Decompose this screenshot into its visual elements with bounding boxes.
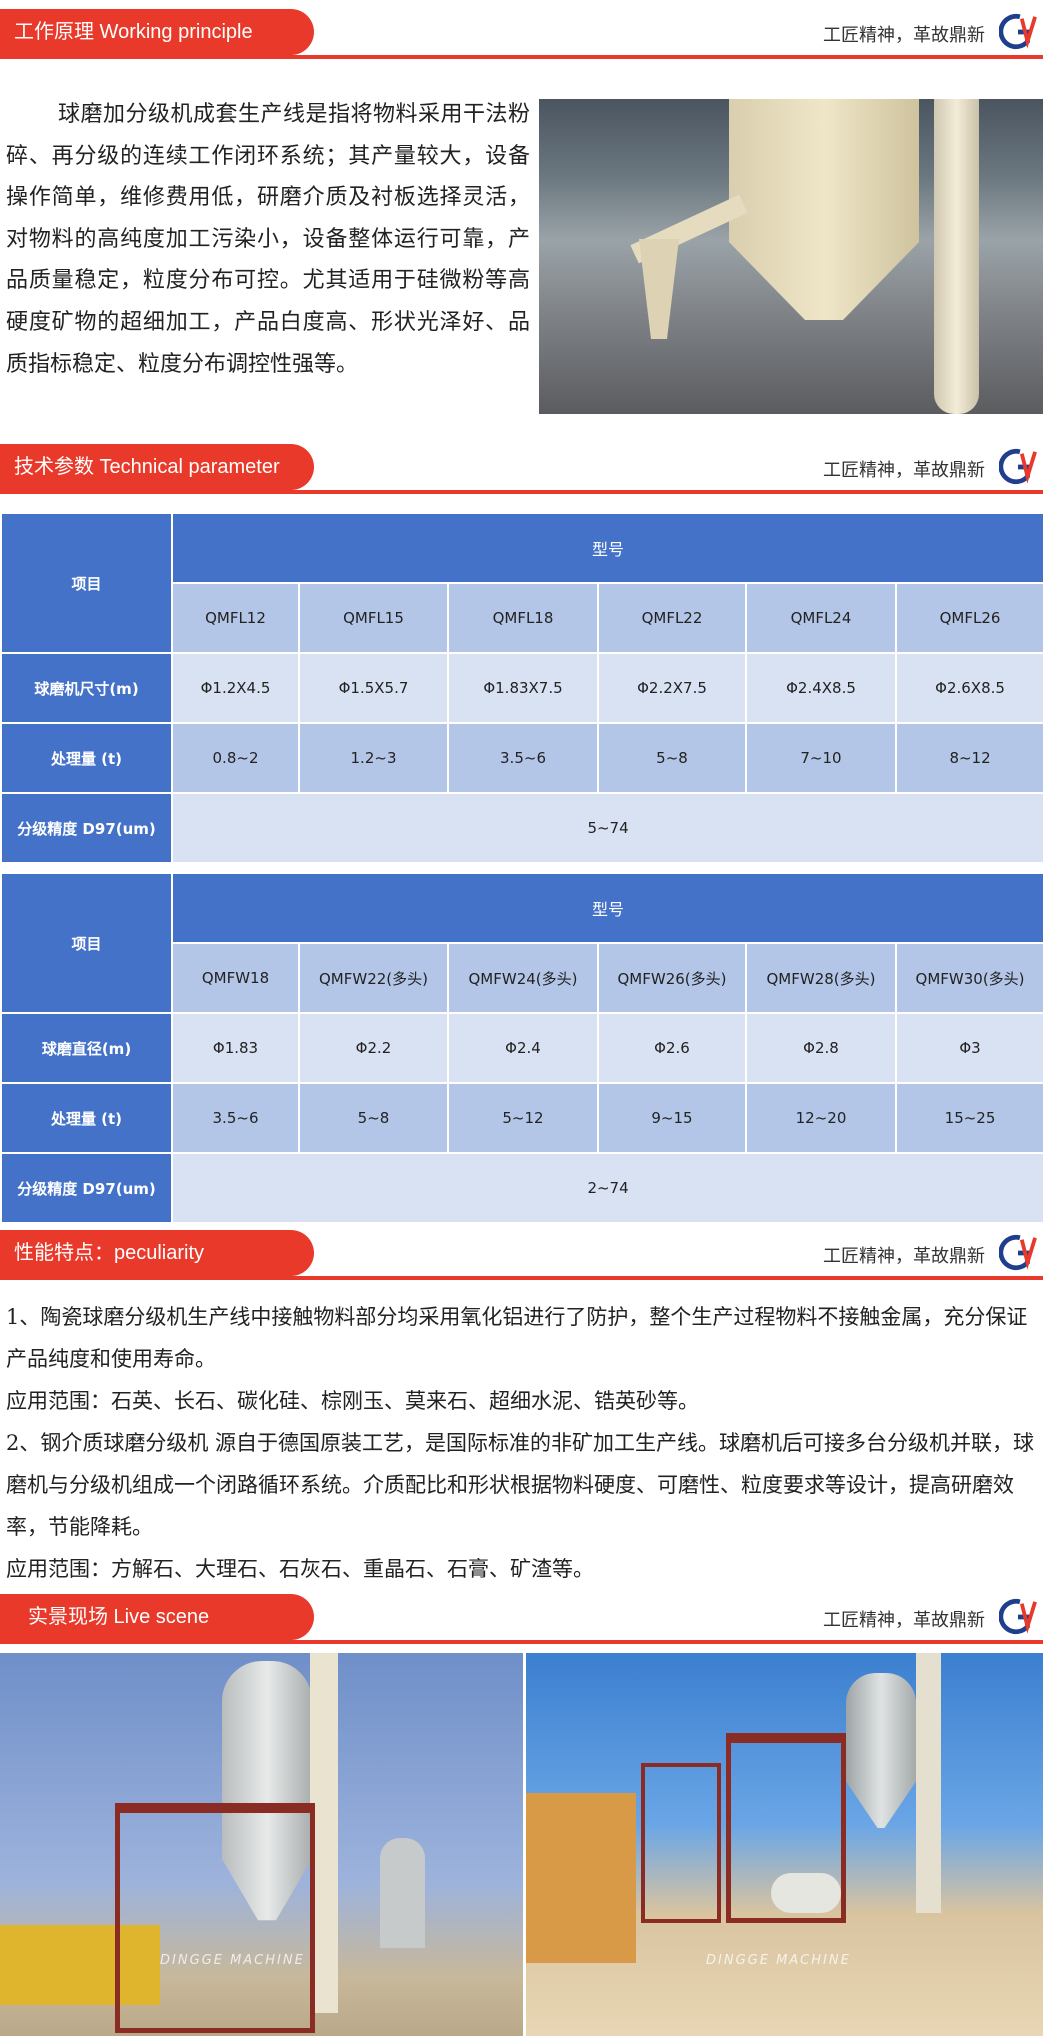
model-cell: QMFL15	[298, 582, 449, 654]
table-cell: 3.5~6	[447, 722, 599, 794]
gv-logo-icon	[998, 1234, 1037, 1272]
table-cell: Φ1.83	[171, 1012, 300, 1084]
table-cell: 5~74	[170, 792, 1043, 864]
section-header-peculiarity: 性能特点：peculiarity 工匠精神，革故鼎新	[0, 1230, 1043, 1280]
table-cell: 9~15	[597, 1082, 747, 1154]
table-cell: 8~12	[894, 722, 1043, 794]
section-title: 性能特点：peculiarity	[0, 1230, 314, 1276]
table-cell: Φ1.5X5.7	[298, 652, 449, 724]
table-cell: 1.2~3	[298, 722, 449, 794]
workshop-photo	[539, 99, 1043, 414]
table-cell: 15~25	[894, 1082, 1043, 1154]
row-label: 球磨直径(m)	[0, 1012, 173, 1084]
model-cell: QMFL26	[894, 582, 1043, 654]
live-scene-photo-right: DINGGE MACHINE	[526, 1653, 1043, 2036]
feature-steel: 2、钢介质球磨分级机 源自于德国原装工艺，是国际标准的非矿加工生产线。球磨机后可…	[6, 1431, 1035, 1539]
table-cell: Φ2.4X8.5	[745, 652, 897, 724]
table-cell: 5~8	[298, 1082, 449, 1154]
spec-table-qmfl: 项目 型号 QMFL12 QMFL15 QMFL18 QMFL22 QMFL24 QMFL2…	[0, 512, 1043, 864]
row-label: 分级精度 D97(um)	[0, 792, 173, 864]
divider	[0, 1640, 1043, 1644]
model-cell: QMFW30(多头)	[894, 942, 1043, 1014]
table-cell: 5~8	[597, 722, 747, 794]
section-header-technical: 技术参数 Technical parameter 工匠精神，革故鼎新	[0, 444, 1043, 494]
row-label: 处理量 (t)	[0, 722, 173, 794]
model-cell: QMFW22(多头)	[298, 942, 449, 1014]
divider	[0, 55, 1043, 59]
feature-ceramic: 1、陶瓷球磨分级机生产线中接触物料部分均采用氧化铝进行了防护，整个生产过程物料不…	[6, 1305, 1028, 1371]
table-cell: Φ2.2	[298, 1012, 449, 1084]
slogan: 工匠精神，革故鼎新	[823, 1246, 985, 1267]
model-cell: QMFL12	[171, 582, 300, 654]
watermark: DINGGE MACHINE	[160, 1953, 305, 1968]
section-title: 工作原理 Working principle	[0, 9, 314, 55]
application-range-2: 应用范围：方解石、大理石、石灰石、重晶石、石膏、矿渣等。	[6, 1557, 594, 1581]
table-cell: 2~74	[170, 1152, 1043, 1224]
table-cell: Φ3	[894, 1012, 1043, 1084]
section-title: 技术参数 Technical parameter	[0, 444, 314, 490]
spec-table-qmfw: 项目 型号 QMFW18 QMFW22(多头) QMFW24(多头) QMFW26(多头…	[0, 872, 1043, 1224]
live-scene-photo-left: DINGGE MACHINE	[0, 1653, 523, 2036]
row-label: 球磨机尺寸(m)	[0, 652, 173, 724]
table-cell: Φ2.2X7.5	[597, 652, 747, 724]
divider	[0, 1276, 1043, 1280]
table-cell: Φ2.8	[745, 1012, 897, 1084]
section-header-live: 实景现场 Live scene 工匠精神，革故鼎新	[0, 1594, 1043, 1644]
header-model: 型号	[170, 512, 1043, 584]
table-cell: 5~12	[447, 1082, 599, 1154]
section-header-working: 工作原理 Working principle 工匠精神，革故鼎新	[0, 9, 1043, 59]
model-cell: QMFW28(多头)	[745, 942, 897, 1014]
table-cell: Φ1.2X4.5	[171, 652, 300, 724]
table-cell: 7~10	[745, 722, 897, 794]
section-title: 实景现场 Live scene	[0, 1594, 314, 1640]
model-cell: QMFW24(多头)	[447, 942, 599, 1014]
header-item: 项目	[0, 872, 173, 1014]
slogan: 工匠精神，革故鼎新	[823, 25, 985, 46]
gv-logo-icon	[998, 13, 1037, 51]
divider	[0, 490, 1043, 494]
working-principle-text: 球磨加分级机成套生产线是指将物料采用干法粉碎、再分级的连续工作闭环系统；其产量较…	[6, 102, 530, 377]
table-cell: Φ2.4	[447, 1012, 599, 1084]
slogan: 工匠精神，革故鼎新	[823, 460, 985, 481]
row-label: 分级精度 D97(um)	[0, 1152, 173, 1224]
watermark: DINGGE MACHINE	[706, 1953, 851, 1968]
row-label: 处理量 (t)	[0, 1082, 173, 1154]
model-cell: QMFL18	[447, 582, 599, 654]
header-item: 项目	[0, 512, 173, 654]
table-cell: 12~20	[745, 1082, 897, 1154]
header-model: 型号	[170, 872, 1043, 944]
model-cell: QMFL22	[597, 582, 747, 654]
table-cell: 3.5~6	[171, 1082, 300, 1154]
model-cell: QMFW18	[171, 942, 300, 1014]
table-cell: 0.8~2	[171, 722, 300, 794]
gv-logo-icon	[998, 1598, 1037, 1636]
application-range-1: 应用范围：石英、长石、碳化硅、棕刚玉、莫来石、超细水泥、锆英砂等。	[6, 1389, 699, 1413]
slogan: 工匠精神，革故鼎新	[823, 1610, 985, 1631]
model-cell: QMFW26(多头)	[597, 942, 747, 1014]
table-cell: Φ2.6	[597, 1012, 747, 1084]
gv-logo-icon	[998, 448, 1037, 486]
model-cell: QMFL24	[745, 582, 897, 654]
table-cell: Φ2.6X8.5	[894, 652, 1043, 724]
peculiarity-text: 1、陶瓷球磨分级机生产线中接触物料部分均采用氧化铝进行了防护，整个生产过程物料不…	[6, 1296, 1041, 1590]
table-cell: Φ1.83X7.5	[447, 652, 599, 724]
